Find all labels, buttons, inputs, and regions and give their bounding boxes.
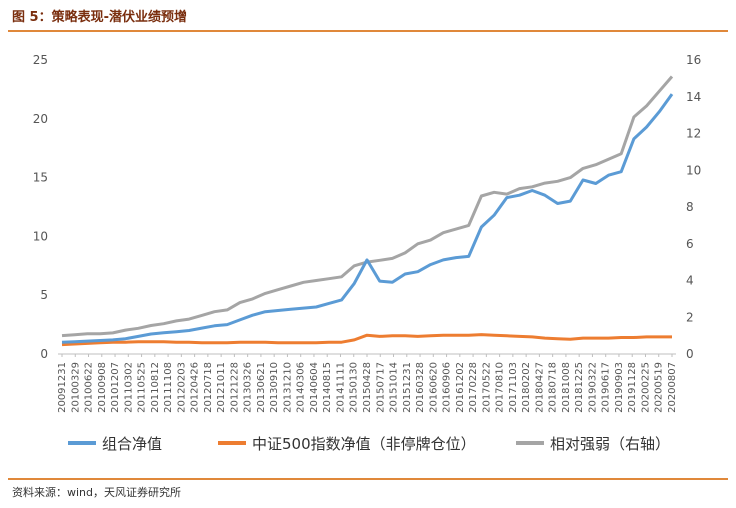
x-axis-tick-label: 20111108 — [163, 362, 174, 413]
series-line-2 — [61, 75, 674, 338]
right-axis-tick-label: 6 — [686, 237, 694, 251]
x-axis-tick-label: 20141111 — [335, 362, 346, 413]
right-axis-tick-label: 2 — [686, 310, 694, 324]
x-axis-tick-label: 20110812 — [150, 362, 161, 413]
right-axis-ticks: 0 2 4 6 8 10 12 14 16 — [686, 53, 701, 361]
x-axis-tick-label: 20110302 — [123, 362, 134, 413]
legend-label-2: 相对强弱（右轴） — [550, 435, 670, 453]
x-axis-tick-label: 20120203 — [176, 362, 187, 413]
x-axis-tick-label: 20130910 — [269, 362, 280, 413]
left-axis-tick-label: 20 — [33, 112, 48, 126]
x-axis-tick-label: 20100908 — [97, 362, 108, 413]
x-axis-tick-label: 20170522 — [481, 362, 492, 413]
x-axis-tick-label: 20120718 — [203, 362, 214, 413]
x-axis-tick-label: 20140604 — [309, 362, 320, 413]
left-axis-tick-label: 15 — [33, 171, 48, 185]
x-axis-tick-label: 20160328 — [415, 362, 426, 413]
x-axis-tick-label: 20120426 — [190, 362, 201, 413]
series-line-0 — [61, 93, 674, 344]
x-axis-tick-label: 20181008 — [561, 362, 572, 413]
x-axis-tick-label: 20200519 — [654, 362, 665, 413]
legend-label-1: 中证500指数净值（非停牌仓位） — [252, 435, 476, 453]
x-axis-tick-label: 20161202 — [455, 362, 466, 413]
x-axis-tick-label: 20151231 — [402, 362, 413, 413]
bottom-rule — [8, 478, 728, 480]
x-axis-ticks: 20091231 20100329 20100622 20100908 20101207… — [57, 354, 678, 413]
x-axis-tick-label: 20100622 — [84, 362, 95, 413]
x-axis-tick-label: 20121011 — [216, 362, 227, 413]
top-rule — [8, 30, 728, 32]
right-axis-tick-label: 0 — [686, 347, 694, 361]
legend: 组合净值 中证500指数净值（非停牌仓位） 相对强弱（右轴） — [68, 435, 670, 453]
x-axis-tick-label: 20191128 — [627, 362, 638, 413]
right-axis-tick-label: 16 — [686, 53, 701, 67]
right-axis-tick-label: 4 — [686, 274, 694, 288]
left-axis-tick-label: 10 — [33, 229, 48, 243]
right-axis-tick-label: 14 — [686, 90, 701, 104]
x-axis-tick-label: 20180427 — [534, 362, 545, 413]
x-axis-tick-label: 20160906 — [442, 362, 453, 413]
x-axis-tick-label: 20181225 — [574, 362, 585, 413]
x-axis-tick-label: 20101207 — [110, 362, 121, 413]
x-axis-tick-label: 20180718 — [548, 362, 559, 413]
x-axis-tick-label: 20170810 — [495, 362, 506, 413]
series-lines — [61, 75, 674, 347]
x-axis-tick-label: 20190617 — [601, 362, 612, 413]
x-axis-tick-label: 20160620 — [428, 362, 439, 413]
x-axis-tick-label: 20200225 — [640, 362, 651, 413]
x-axis-tick-label: 20180202 — [521, 362, 532, 413]
x-axis-tick-label: 20200807 — [667, 362, 678, 413]
left-axis-tick-label: 25 — [33, 53, 48, 67]
right-axis-tick-label: 12 — [686, 127, 701, 141]
x-axis-tick-label: 20190903 — [614, 362, 625, 413]
left-axis-tick-label: 0 — [40, 347, 48, 361]
line-chart: 0 5 10 15 20 25 0 2 4 6 8 10 12 14 16 20091231 2010032… — [33, 53, 702, 453]
x-axis-tick-label: 20170228 — [468, 362, 479, 413]
x-axis-tick-label: 20190322 — [587, 362, 598, 413]
x-axis-tick-label: 20130621 — [256, 362, 267, 413]
source-note: 资料来源：wind，天风证券研究所 — [12, 486, 182, 499]
x-axis-tick-label: 20140306 — [296, 362, 307, 413]
x-axis-tick-label: 20150717 — [375, 362, 386, 413]
x-axis-tick-label: 20150428 — [362, 362, 373, 413]
left-axis-tick-label: 5 — [40, 288, 48, 302]
series-line-1 — [61, 333, 672, 347]
x-axis-tick-label: 20130326 — [243, 362, 254, 413]
x-axis-tick-label: 20150130 — [349, 362, 360, 413]
x-axis-tick-label: 20100329 — [70, 362, 81, 413]
x-axis-tick-label: 20110525 — [137, 362, 148, 413]
x-axis-tick-label: 20121228 — [229, 362, 240, 413]
left-axis-ticks: 0 5 10 15 20 25 — [33, 53, 48, 361]
x-axis-tick-label: 20091231 — [57, 362, 68, 413]
x-axis-tick-label: 20140815 — [322, 362, 333, 413]
figure-title: 图 5：策略表现-潜伏业绩预增 — [12, 10, 187, 25]
x-axis-tick-label: 20171103 — [508, 362, 519, 413]
x-axis-tick-label: 20151014 — [389, 362, 400, 413]
legend-label-0: 组合净值 — [102, 435, 162, 453]
right-axis-tick-label: 10 — [686, 163, 701, 177]
right-axis-tick-label: 8 — [686, 200, 694, 214]
x-axis-tick-label: 20131210 — [282, 362, 293, 413]
